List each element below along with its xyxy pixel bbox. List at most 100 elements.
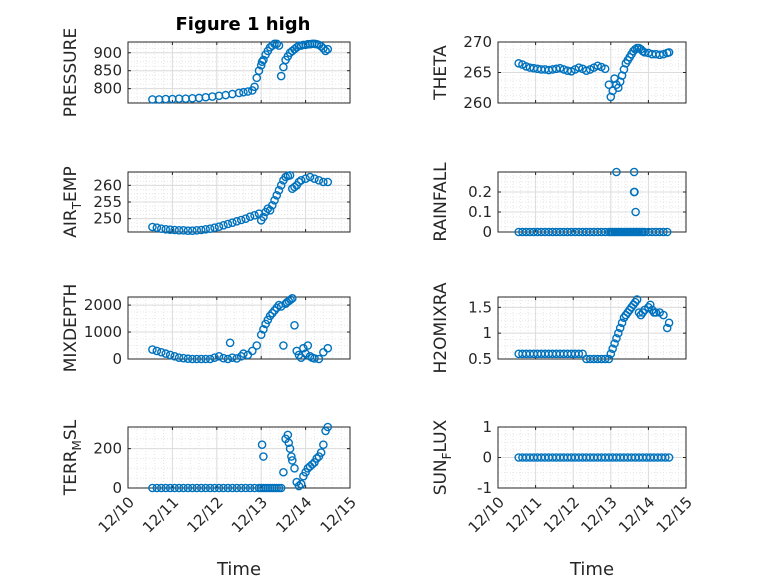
data-point bbox=[205, 354, 215, 364]
data-point bbox=[662, 227, 672, 237]
data-point bbox=[170, 225, 179, 235]
y-tick-label: 0 bbox=[112, 350, 122, 368]
data-point bbox=[156, 224, 166, 233]
data-point bbox=[284, 438, 294, 448]
data-point bbox=[631, 207, 640, 217]
data-point bbox=[312, 454, 322, 463]
y-axis-label-part: SL bbox=[61, 419, 81, 440]
y-axis-label: PRESSURE bbox=[61, 28, 81, 117]
data-point bbox=[201, 354, 210, 364]
y-tick-label: 200 bbox=[93, 440, 122, 458]
data-point bbox=[287, 452, 296, 461]
data-point bbox=[192, 226, 202, 235]
data-point bbox=[256, 61, 266, 70]
data-point bbox=[270, 196, 279, 205]
data-point bbox=[629, 167, 639, 177]
data-point bbox=[604, 354, 614, 364]
y-tick-label: 255 bbox=[93, 193, 122, 211]
data-point bbox=[232, 483, 242, 493]
y-axis-label-part: AIR bbox=[61, 209, 81, 238]
y-tick-label: 1.5 bbox=[468, 298, 492, 316]
y-tick-label: 900 bbox=[93, 44, 122, 62]
y-axis-label: THETA bbox=[431, 45, 451, 101]
y-axis-label-part: EMP bbox=[61, 166, 81, 202]
data-point bbox=[228, 483, 237, 493]
y-tick-label: 1000 bbox=[84, 323, 122, 341]
plot-area bbox=[128, 427, 350, 488]
data-point bbox=[225, 338, 235, 348]
data-point bbox=[183, 483, 193, 493]
data-point bbox=[152, 483, 162, 493]
data-point bbox=[294, 481, 304, 491]
data-point bbox=[183, 226, 193, 235]
axes-box bbox=[127, 41, 351, 104]
data-point bbox=[174, 353, 184, 362]
data-point bbox=[170, 483, 179, 493]
data-point bbox=[285, 171, 295, 180]
data-point bbox=[662, 323, 672, 333]
data-point bbox=[555, 63, 565, 73]
data-point bbox=[223, 354, 233, 364]
plot-area bbox=[128, 42, 350, 103]
data-point bbox=[279, 341, 288, 350]
y-tick-label: 260 bbox=[463, 94, 492, 112]
y-axis-label-subscript: M bbox=[70, 440, 84, 450]
data-point bbox=[276, 181, 286, 190]
data-point bbox=[148, 345, 157, 354]
x-axis-label: Time bbox=[216, 559, 261, 580]
data-point bbox=[574, 349, 584, 359]
panel-rainfall: 0 0.1 0.2 RAINFALL bbox=[431, 162, 687, 242]
data-point bbox=[201, 225, 210, 234]
data-point bbox=[614, 328, 623, 338]
data-point bbox=[156, 347, 166, 357]
y-tick-label: 0.2 bbox=[468, 183, 492, 201]
data-point bbox=[252, 341, 262, 350]
data-point bbox=[323, 177, 333, 187]
data-point bbox=[276, 71, 286, 81]
y-axis-label-subscript: T bbox=[70, 201, 84, 210]
y-tick-label: 0.1 bbox=[468, 203, 492, 221]
y-tick-label: 850 bbox=[93, 62, 122, 80]
data-point bbox=[664, 318, 674, 328]
data-point bbox=[612, 334, 621, 343]
data-point bbox=[314, 354, 324, 364]
data-point bbox=[608, 344, 617, 353]
data-point bbox=[152, 346, 162, 356]
data-point bbox=[630, 45, 640, 54]
data-point bbox=[196, 225, 206, 235]
data-point bbox=[285, 444, 295, 453]
data-point bbox=[606, 349, 616, 359]
data-point bbox=[188, 354, 197, 364]
data-point bbox=[319, 44, 328, 53]
data-point bbox=[276, 302, 286, 311]
y-tick-label: 0 bbox=[482, 223, 492, 241]
data-point bbox=[250, 82, 259, 92]
data-point bbox=[228, 218, 237, 227]
data-point bbox=[638, 46, 648, 56]
y-axis-label: SUNFLUX bbox=[431, 419, 454, 495]
data-point bbox=[232, 354, 242, 363]
data-point bbox=[290, 464, 299, 473]
data-point bbox=[283, 430, 293, 440]
data-point bbox=[188, 226, 197, 235]
data-point bbox=[259, 452, 268, 461]
y-tick-label: 0 bbox=[482, 449, 492, 467]
data-point bbox=[617, 318, 627, 328]
data-point bbox=[245, 483, 255, 493]
y-axis-label: RAINFALL bbox=[431, 162, 451, 242]
data-point bbox=[299, 343, 308, 353]
data-point bbox=[219, 483, 228, 493]
data-point bbox=[170, 352, 179, 361]
y-tick-label: 1 bbox=[482, 418, 492, 436]
axes-box bbox=[497, 171, 687, 233]
data-point bbox=[593, 61, 602, 71]
data-point bbox=[640, 48, 649, 57]
data-point bbox=[192, 483, 202, 493]
data-point bbox=[514, 59, 523, 68]
data-point bbox=[234, 88, 244, 98]
data-point bbox=[286, 295, 295, 304]
data-point bbox=[259, 212, 268, 222]
data-point bbox=[276, 483, 286, 493]
